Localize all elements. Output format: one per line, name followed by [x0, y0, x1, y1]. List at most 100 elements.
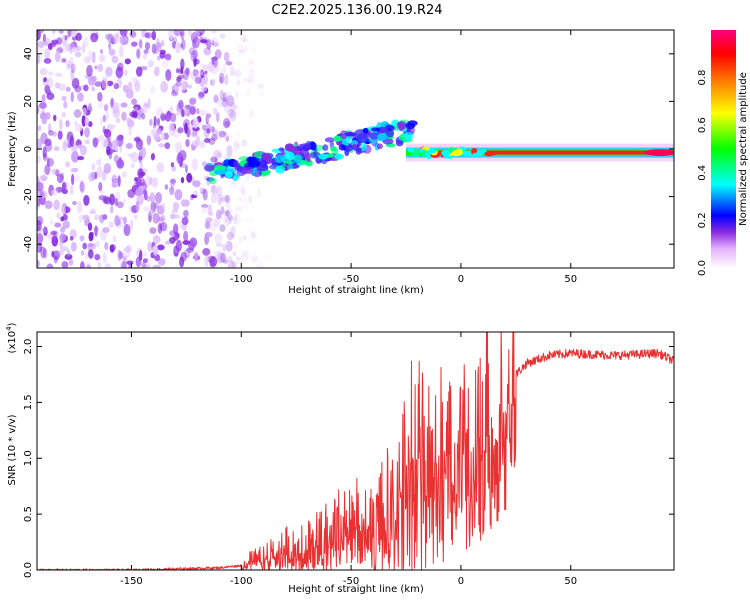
noise-blob [168, 236, 176, 244]
noise-blob [136, 48, 141, 59]
noise-blob [241, 184, 248, 196]
noise-blob [95, 159, 101, 166]
noise-blob [208, 137, 216, 145]
noise-blob [94, 171, 98, 180]
noise-blob [238, 263, 243, 268]
noise-blob [83, 84, 89, 92]
noise-blob [123, 224, 131, 237]
noise-blob [123, 216, 127, 225]
noise-blob [88, 249, 94, 259]
noise-blob [187, 84, 193, 89]
noise-blob [71, 150, 79, 163]
noise-blob [225, 95, 229, 107]
signal-blob [232, 175, 238, 182]
noise-blob [98, 181, 103, 192]
signal-blob [362, 127, 369, 134]
signal-blob [203, 164, 214, 172]
noise-blob [104, 263, 111, 268]
noise-blob [77, 155, 85, 161]
noise-blob [237, 177, 242, 188]
noise-blob [150, 152, 155, 161]
noise-blob [38, 102, 47, 109]
noise-blob [169, 106, 174, 114]
noise-blob [69, 56, 74, 67]
noise-blob [40, 174, 48, 182]
noise-blob [168, 122, 175, 131]
noise-blob [76, 201, 83, 213]
noise-blob [186, 247, 194, 253]
noise-blob [251, 255, 259, 264]
noise-blob [218, 68, 226, 75]
noise-blob [101, 141, 108, 149]
noise-blob [149, 192, 156, 203]
noise-blob [109, 244, 115, 253]
noise-blob [175, 67, 181, 73]
noise-blob [84, 127, 90, 138]
noise-blob [185, 164, 189, 173]
noise-blob [91, 86, 96, 92]
noise-blob [230, 226, 236, 238]
noise-blob [61, 261, 69, 268]
noise-blob [243, 193, 251, 202]
noise-blob [247, 57, 254, 66]
noise-blob [80, 145, 87, 156]
noise-blob [52, 231, 57, 240]
noise-blob [194, 58, 200, 65]
noise-blob [42, 153, 48, 161]
noise-blob [125, 117, 132, 123]
noise-blob [194, 253, 200, 260]
noise-blob [225, 60, 233, 66]
noise-blob [61, 188, 68, 195]
noise-blob [58, 30, 64, 34]
signal-blob [369, 132, 380, 140]
snr-scale-base: (x10 [7, 331, 18, 354]
noise-blob [67, 141, 72, 149]
noise-blob [177, 127, 184, 134]
noise-blob [73, 109, 82, 118]
noise-blob [151, 30, 157, 41]
noise-blob [92, 137, 99, 148]
noise-blob [106, 145, 111, 156]
signal-blob [280, 163, 286, 168]
noise-blob [234, 89, 239, 100]
carrier-blob [484, 151, 494, 157]
signal-blob [305, 152, 311, 162]
noise-blob [247, 144, 252, 150]
noise-blob [223, 259, 229, 264]
noise-blob [193, 251, 199, 262]
noise-blob [71, 46, 77, 53]
noise-blob [84, 252, 89, 260]
noise-blob [64, 35, 68, 41]
noise-blob [183, 230, 189, 242]
noise-blob [134, 177, 139, 182]
noise-blob [37, 30, 41, 41]
noise-blob [109, 243, 117, 252]
noise-blob [245, 217, 250, 229]
noise-blob [160, 214, 166, 223]
noise-blob [160, 203, 166, 209]
noise-blob [118, 45, 124, 58]
colorbar-ticks: 0.0 0.2 0.4 0.6 0.8 [697, 70, 708, 276]
noise-blob [58, 83, 67, 91]
noise-blob [248, 218, 254, 223]
noise-blob [174, 141, 183, 153]
noise-blob [135, 66, 143, 77]
signal-blob [318, 153, 328, 160]
noise-blob [211, 126, 215, 133]
snr-x-tick-label: 0 [458, 576, 464, 587]
noise-blob [54, 82, 61, 89]
noise-blob [143, 49, 149, 54]
noise-blob [53, 199, 60, 211]
noise-blob [87, 103, 92, 113]
colorbar-tick-label: 0.0 [697, 260, 708, 276]
noise-blob [213, 149, 222, 158]
noise-blob [41, 117, 47, 123]
noise-blob [253, 233, 257, 241]
noise-blob [37, 125, 42, 132]
snr-x-tick-label: -150 [120, 576, 143, 587]
noise-blob [61, 95, 67, 101]
spectrogram-y-tick-label: -20 [23, 188, 34, 204]
noise-blob [229, 96, 234, 101]
noise-blob [111, 55, 119, 64]
